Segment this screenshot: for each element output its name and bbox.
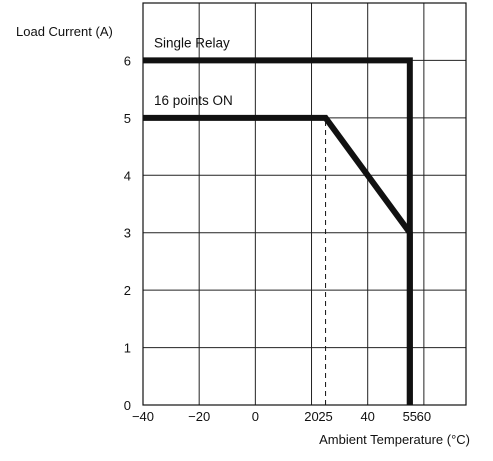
y-tick-label: 6 bbox=[124, 53, 131, 68]
y-tick-label: 0 bbox=[124, 398, 131, 413]
y-tick-label: 1 bbox=[124, 341, 131, 356]
x-tick-label: 20 bbox=[304, 409, 318, 424]
x-tick-label: 55 bbox=[403, 409, 417, 424]
series-label-16-points-on: 16 points ON bbox=[154, 93, 233, 108]
series-layer bbox=[143, 57, 413, 405]
x-tick-label: 40 bbox=[360, 409, 374, 424]
x-tick-label: 0 bbox=[252, 409, 259, 424]
label-layer: Load Current (A) Ambient Temperature (°C… bbox=[16, 24, 470, 447]
x-tick-label: −20 bbox=[188, 409, 210, 424]
y-tick-label: 3 bbox=[124, 226, 131, 241]
plot-frame bbox=[142, 2, 467, 406]
tick-layer: −40 −20 0 20 25 40 55 60 0 1 2 3 4 5 6 bbox=[124, 53, 431, 424]
y-tick-label: 4 bbox=[124, 168, 131, 183]
y-axis-label: Load Current (A) bbox=[16, 24, 113, 39]
x-tick-label: 25 bbox=[318, 409, 332, 424]
x-tick-label: 60 bbox=[417, 409, 431, 424]
x-axis-label: Ambient Temperature (°C) bbox=[319, 432, 470, 447]
series-label-single-relay: Single Relay bbox=[154, 35, 230, 50]
y-tick-label: 2 bbox=[124, 283, 131, 298]
y-tick-label: 5 bbox=[124, 111, 131, 126]
series-line-16-points-on bbox=[143, 114, 413, 405]
x-tick-label: −40 bbox=[132, 409, 154, 424]
